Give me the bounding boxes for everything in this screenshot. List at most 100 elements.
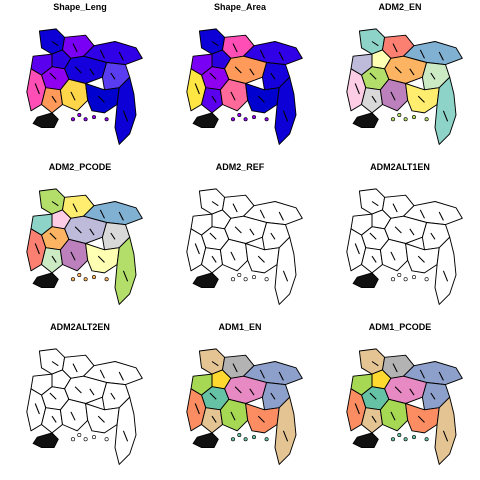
map-panel: ADM2_EN bbox=[320, 0, 480, 160]
map-panel: ADM2ALT2EN bbox=[0, 320, 160, 480]
district-border bbox=[270, 232, 276, 240]
district-border bbox=[249, 228, 255, 236]
district-border bbox=[417, 415, 425, 423]
district-border bbox=[74, 66, 82, 74]
district-border bbox=[72, 43, 78, 53]
district-region bbox=[274, 396, 297, 465]
district-border bbox=[118, 371, 124, 381]
coastal-islands bbox=[32, 432, 59, 449]
district-border bbox=[89, 388, 95, 396]
district-border bbox=[89, 68, 95, 76]
island bbox=[83, 437, 88, 442]
district-border bbox=[232, 43, 238, 53]
island bbox=[397, 273, 402, 277]
island bbox=[92, 115, 96, 120]
panel-title: ADM2_PCODE bbox=[48, 162, 112, 172]
island bbox=[391, 117, 395, 122]
island bbox=[397, 433, 402, 437]
district-border bbox=[394, 66, 402, 74]
island bbox=[83, 117, 88, 122]
island bbox=[231, 437, 235, 442]
panel-title: ADM1_EN bbox=[218, 322, 262, 332]
district-border bbox=[51, 415, 57, 423]
map-svg bbox=[186, 188, 303, 305]
district-border bbox=[354, 403, 360, 415]
panel-title: ADM2ALT1EN bbox=[370, 162, 430, 172]
district-region bbox=[434, 236, 457, 305]
map-panel: ADM2_PCODE bbox=[0, 160, 160, 320]
island bbox=[264, 277, 269, 282]
district-region bbox=[114, 76, 137, 145]
district-border bbox=[99, 369, 105, 379]
district-border bbox=[118, 211, 124, 221]
district-border bbox=[34, 403, 40, 415]
island bbox=[237, 433, 242, 437]
district-border bbox=[417, 255, 425, 263]
district-border bbox=[49, 392, 57, 400]
district-border bbox=[257, 255, 265, 263]
district-region bbox=[201, 407, 223, 434]
island bbox=[77, 433, 82, 437]
district-region bbox=[201, 247, 223, 274]
district-border bbox=[430, 392, 436, 400]
district-border bbox=[409, 68, 415, 76]
district-border bbox=[209, 232, 217, 240]
panel-title: ADM2_REF bbox=[215, 162, 265, 172]
island bbox=[264, 437, 269, 442]
district-region bbox=[41, 407, 63, 434]
district-border bbox=[232, 363, 238, 373]
district-border bbox=[282, 430, 289, 442]
district-region bbox=[379, 78, 409, 112]
island bbox=[231, 117, 235, 122]
island bbox=[412, 115, 416, 120]
island bbox=[424, 117, 429, 122]
island bbox=[92, 275, 96, 280]
island bbox=[77, 273, 82, 277]
map-svg bbox=[26, 348, 143, 465]
district-border bbox=[70, 251, 76, 261]
district-border bbox=[70, 411, 76, 421]
island bbox=[243, 277, 248, 282]
island bbox=[424, 277, 429, 282]
district-border bbox=[438, 371, 444, 381]
island bbox=[252, 275, 256, 280]
district-border bbox=[51, 41, 59, 47]
district-border bbox=[74, 386, 82, 394]
island bbox=[231, 277, 235, 282]
district-region bbox=[219, 398, 249, 432]
map-panel: ADM1_PCODE bbox=[320, 320, 480, 480]
district-border bbox=[249, 388, 255, 396]
island bbox=[237, 113, 242, 117]
district-border bbox=[209, 392, 217, 400]
district-border bbox=[430, 72, 436, 80]
district-region bbox=[361, 247, 383, 274]
district-border bbox=[278, 211, 284, 221]
map-svg bbox=[186, 28, 303, 145]
coastal-islands bbox=[192, 112, 219, 129]
district-border bbox=[118, 51, 124, 61]
coastal-islands bbox=[32, 272, 59, 289]
panel-title: Shape_Leng bbox=[53, 2, 107, 12]
district-region bbox=[434, 396, 457, 465]
district-border bbox=[34, 83, 40, 95]
district-border bbox=[97, 415, 105, 423]
coastal-islands bbox=[352, 112, 379, 129]
district-border bbox=[282, 270, 289, 282]
district-border bbox=[390, 91, 396, 101]
district-border bbox=[259, 49, 265, 59]
district-border bbox=[110, 392, 116, 400]
district-border bbox=[371, 255, 377, 263]
island bbox=[391, 437, 395, 442]
district-border bbox=[249, 68, 255, 76]
district-region bbox=[434, 76, 457, 145]
district-border bbox=[99, 49, 105, 59]
map-panel: ADM2_REF bbox=[160, 160, 320, 320]
district-border bbox=[442, 430, 449, 442]
map-svg bbox=[186, 348, 303, 465]
coastal-islands bbox=[352, 432, 379, 449]
district-border bbox=[211, 95, 217, 103]
island bbox=[403, 117, 408, 122]
district-border bbox=[97, 255, 105, 263]
district-border bbox=[230, 91, 236, 101]
map-panel: Shape_Area bbox=[160, 0, 320, 160]
